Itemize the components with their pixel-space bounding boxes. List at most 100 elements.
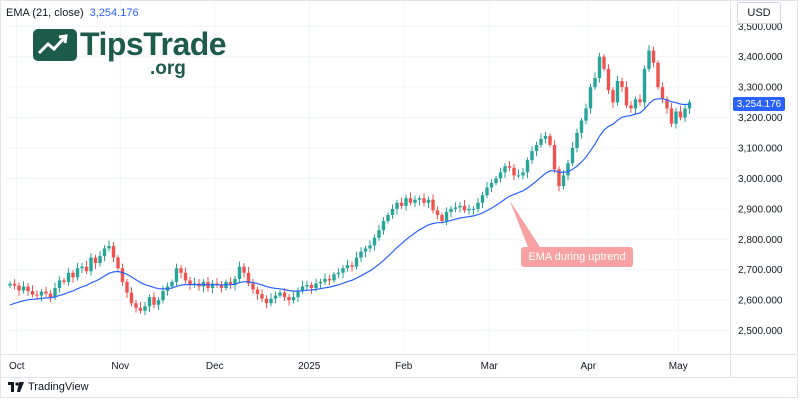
candle-body[interactable]: [669, 108, 674, 124]
candle-body[interactable]: [665, 99, 669, 109]
candle-body[interactable]: [494, 178, 498, 183]
candle-body[interactable]: [318, 281, 323, 284]
candle-body[interactable]: [336, 272, 341, 275]
candle-body[interactable]: [269, 298, 273, 304]
candle-body[interactable]: [602, 56, 606, 69]
candle-body[interactable]: [539, 138, 543, 145]
candle-body[interactable]: [255, 289, 260, 295]
candle-body[interactable]: [327, 278, 332, 281]
candle-body[interactable]: [98, 256, 102, 264]
candle-body[interactable]: [462, 205, 467, 211]
candle-body[interactable]: [323, 278, 327, 282]
candle-body[interactable]: [372, 237, 377, 246]
candle-body[interactable]: [300, 286, 305, 292]
candle-body[interactable]: [242, 266, 246, 273]
currency-button[interactable]: USD: [737, 2, 781, 24]
candle-body[interactable]: [143, 306, 147, 311]
candle-body[interactable]: [102, 248, 107, 257]
candle-body[interactable]: [332, 274, 336, 281]
candle-body[interactable]: [467, 208, 471, 211]
candle-body[interactable]: [683, 108, 687, 118]
candle-body[interactable]: [633, 99, 638, 109]
candle-body[interactable]: [17, 285, 21, 291]
candle-body[interactable]: [435, 210, 440, 215]
candle-body[interactable]: [566, 163, 570, 176]
candle-body[interactable]: [174, 268, 179, 282]
candle-body[interactable]: [543, 135, 548, 139]
candle-body[interactable]: [579, 120, 584, 133]
candle-body[interactable]: [179, 268, 183, 273]
candle-body[interactable]: [291, 297, 296, 301]
candle-body[interactable]: [651, 50, 656, 63]
candle-body[interactable]: [588, 87, 593, 109]
candle-body[interactable]: [512, 167, 516, 176]
candle-body[interactable]: [8, 283, 12, 286]
candle-body[interactable]: [287, 297, 291, 301]
candle-body[interactable]: [12, 283, 17, 286]
candle-body[interactable]: [399, 202, 404, 206]
candle-body[interactable]: [62, 280, 66, 282]
candle-body[interactable]: [251, 283, 255, 290]
candle-body[interactable]: [548, 135, 552, 145]
candle-body[interactable]: [620, 81, 624, 88]
candle-body[interactable]: [188, 280, 192, 285]
candle-body[interactable]: [570, 148, 575, 164]
tradingview-logo[interactable]: TradingView: [8, 381, 89, 393]
candle-body[interactable]: [111, 246, 116, 258]
candle-body[interactable]: [359, 251, 363, 258]
candle-body[interactable]: [237, 266, 242, 279]
candle-body[interactable]: [485, 187, 489, 196]
candle-body[interactable]: [354, 257, 359, 267]
candle-body[interactable]: [30, 291, 35, 295]
candle-body[interactable]: [129, 292, 134, 304]
candle-body[interactable]: [305, 284, 309, 287]
candle-body[interactable]: [656, 62, 660, 88]
candle-body[interactable]: [246, 272, 251, 284]
candle-body[interactable]: [444, 211, 449, 222]
candle-body[interactable]: [152, 297, 156, 305]
candle-body[interactable]: [615, 81, 620, 103]
candle-body[interactable]: [611, 90, 615, 103]
candle-body[interactable]: [476, 202, 480, 209]
candle-body[interactable]: [687, 102, 692, 109]
candle-body[interactable]: [530, 151, 534, 161]
candle-body[interactable]: [138, 307, 143, 311]
candle-body[interactable]: [147, 297, 152, 307]
candle-body[interactable]: [26, 286, 30, 292]
candle-body[interactable]: [638, 99, 642, 103]
candle-body[interactable]: [561, 175, 566, 187]
candle-body[interactable]: [404, 198, 408, 206]
candle-body[interactable]: [516, 175, 521, 177]
candle-body[interactable]: [309, 284, 314, 288]
candle-body[interactable]: [233, 278, 237, 285]
candle-body[interactable]: [426, 199, 431, 203]
candle-body[interactable]: [678, 111, 683, 118]
candle-body[interactable]: [260, 294, 264, 299]
candle-body[interactable]: [642, 68, 647, 103]
candle-body[interactable]: [120, 268, 125, 282]
candle-body[interactable]: [552, 144, 557, 170]
candle-body[interactable]: [521, 172, 525, 176]
candle-body[interactable]: [341, 268, 345, 273]
candle-body[interactable]: [440, 214, 444, 222]
candle-body[interactable]: [71, 272, 75, 278]
candle-body[interactable]: [80, 266, 84, 269]
candle-body[interactable]: [278, 292, 282, 296]
candle-body[interactable]: [417, 198, 422, 200]
candle-body[interactable]: [39, 291, 44, 296]
candle-body[interactable]: [624, 87, 629, 106]
candle-body[interactable]: [296, 291, 300, 298]
candle-body[interactable]: [134, 303, 138, 308]
candle-body[interactable]: [125, 281, 129, 293]
candle-body[interactable]: [183, 272, 188, 281]
candle-body[interactable]: [386, 214, 390, 222]
candle-body[interactable]: [273, 295, 278, 299]
candle-body[interactable]: [210, 283, 215, 288]
candle-body[interactable]: [534, 144, 539, 152]
candle-body[interactable]: [228, 281, 233, 285]
candle-body[interactable]: [408, 198, 413, 203]
candle-body[interactable]: [597, 56, 602, 78]
candle-body[interactable]: [377, 230, 381, 238]
candle-body[interactable]: [282, 292, 287, 298]
